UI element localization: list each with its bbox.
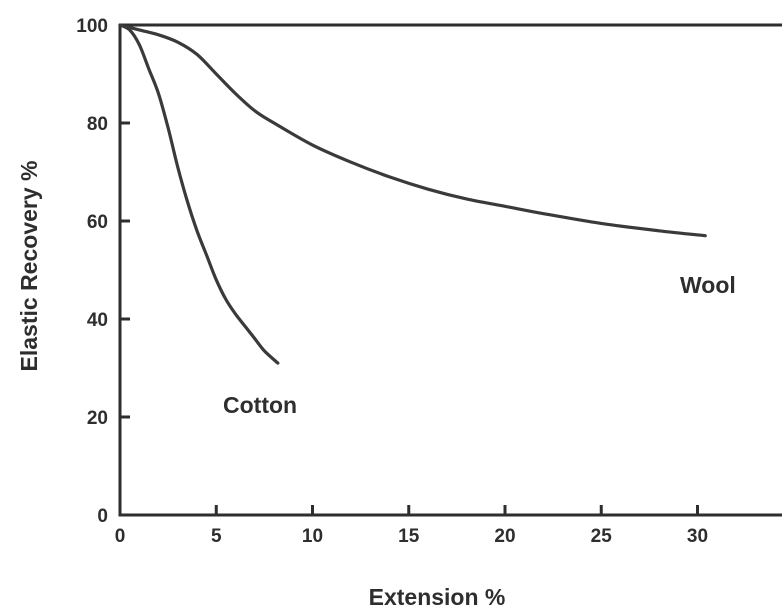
axes [118, 23, 782, 517]
y-axis-title: Elastic Recovery % [16, 161, 42, 372]
y-tick-label: 100 [76, 16, 108, 37]
x-axis-title: Extension % [369, 584, 506, 610]
y-tick-label: 20 [87, 408, 108, 429]
series-label-wool: Wool [680, 272, 736, 298]
y-tick-label: 80 [87, 114, 108, 135]
x-tick-label: 20 [494, 526, 515, 547]
x-tick-label: 0 [115, 526, 126, 547]
series-line-cotton [118, 23, 280, 365]
y-tick-label: 40 [87, 310, 108, 331]
series-line-wool [118, 23, 707, 238]
x-tick-label: 30 [687, 526, 708, 547]
series-label-cotton: Cotton [223, 392, 297, 418]
y-tick-label: 60 [87, 212, 108, 233]
x-tick-label: 5 [211, 526, 222, 547]
x-tick-label: 10 [302, 526, 323, 547]
x-tick-label: 15 [398, 526, 420, 547]
series-lines [118, 23, 707, 365]
x-ticks: 0 5 10 15 20 25 30 [115, 505, 708, 547]
y-tick-label: 0 [97, 506, 108, 527]
y-ticks: 0 20 40 60 80 100 [76, 16, 130, 527]
x-tick-label: 25 [591, 526, 613, 547]
